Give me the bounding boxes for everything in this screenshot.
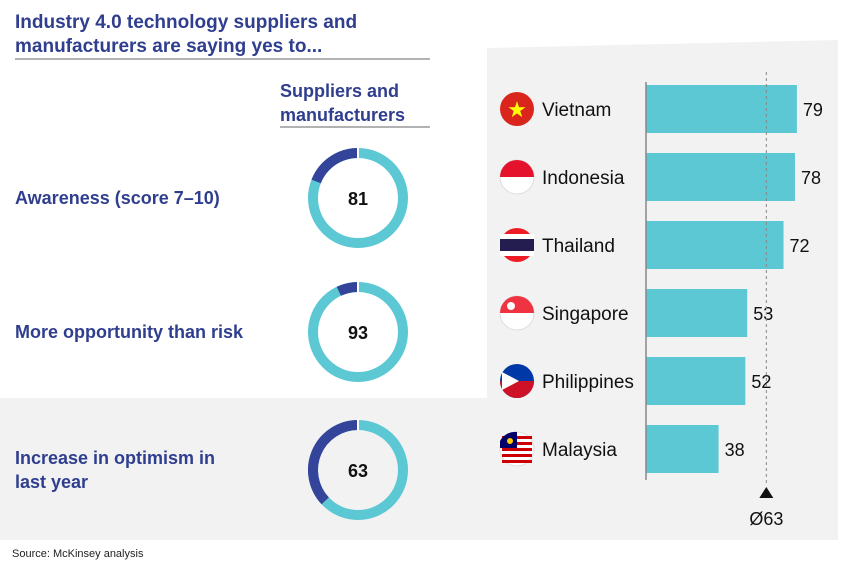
category-label: Vietnam	[542, 100, 611, 121]
average-marker-icon	[759, 487, 774, 498]
category-label: Malaysia	[542, 440, 617, 461]
donut-remainder-arc	[308, 420, 359, 505]
donut-label: More opportunity than risk	[15, 322, 244, 342]
donut-remainder-arc	[311, 148, 359, 184]
source-note: Source: McKinsey analysis	[12, 548, 144, 560]
svg-text:★: ★	[507, 97, 527, 122]
category-label: Thailand	[542, 236, 615, 257]
thailand-flag-icon	[500, 228, 534, 262]
bar	[646, 289, 748, 337]
vietnam-flag-icon: ★	[500, 92, 534, 126]
bar-row-malaysia: Malaysia 38	[499, 425, 745, 473]
bar	[646, 425, 719, 473]
bar	[646, 153, 795, 201]
background-panel	[0, 40, 838, 540]
bar	[646, 357, 746, 405]
category-label: Indonesia	[542, 168, 625, 189]
bar	[646, 85, 797, 133]
bar	[646, 221, 784, 269]
indonesia-flag-icon	[499, 159, 535, 195]
column-header-line-2: manufacturers	[280, 105, 405, 125]
donut-2: More opportunity than risk 93	[15, 281, 408, 382]
philippines-flag-icon	[500, 364, 534, 398]
title-line-1: Industry 4.0 technology suppliers and	[15, 12, 357, 33]
donut-1: Awareness (score 7–10) 81	[15, 147, 408, 248]
donut-3: Increase in optimism in last year 63	[15, 419, 408, 520]
bar-value-label: 52	[751, 372, 771, 392]
bar-value-label: 53	[753, 304, 773, 324]
donut-value: 93	[348, 323, 368, 343]
bar-row-indonesia: Indonesia 78	[499, 153, 821, 201]
category-label: Singapore	[542, 304, 629, 325]
donut-value: 81	[348, 189, 368, 209]
bar-value-label: 72	[790, 236, 810, 256]
bar-row-philippines: Philippines 52	[500, 357, 771, 405]
bar-value-label: 79	[803, 100, 823, 120]
title-line-2: manufacturers are saying yes to...	[15, 36, 322, 57]
column-header-line-1: Suppliers and	[280, 81, 399, 101]
donut-label: last year	[15, 472, 88, 492]
bar-value-label: 38	[725, 440, 745, 460]
category-label: Philippines	[542, 372, 634, 393]
donut-remainder-arc	[336, 282, 359, 296]
bar-row-singapore: Singapore 53	[499, 289, 773, 337]
donut-label: Increase in optimism in	[15, 448, 215, 468]
bar-row-thailand: Thailand 72	[500, 221, 810, 269]
donut-label: Awareness (score 7–10)	[15, 188, 220, 208]
donut-value: 63	[348, 461, 368, 481]
singapore-flag-icon	[499, 295, 535, 331]
average-label: Ø63	[749, 509, 783, 529]
bar-row-vietnam: ★ Vietnam 79	[500, 85, 823, 133]
bar-value-label: 78	[801, 168, 821, 188]
malaysia-flag-icon	[499, 431, 535, 467]
